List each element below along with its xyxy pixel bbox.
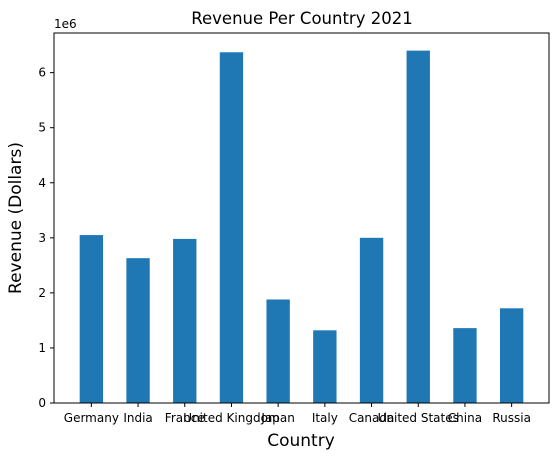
axes-group [53,32,550,404]
x-tick-label: Germany [64,411,119,425]
y-tick-label: 2 [38,286,46,300]
x-tick-label: India [123,411,152,425]
x-tick-label: Canada [349,411,395,425]
y-tick-label: 1 [38,341,46,355]
bar-canada [359,237,384,403]
chart-title: Revenue Per Country 2021 [191,9,412,28]
y-ticks-group: 0 1 2 3 4 5 6 [38,66,54,410]
x-tick-label: United Kingdom [183,411,279,425]
y-tick-label: 5 [38,121,46,135]
x-tick-label: France [165,411,205,425]
bar-italy [313,330,337,403]
x-tick-label: Japan [260,411,294,425]
x-tick-label: United States [378,411,459,425]
plot-frame [53,32,550,404]
y-axis-label: Revenue (Dollars) [6,142,26,294]
bar-france [173,238,197,403]
x-tick-label: Russia [492,411,531,425]
bar-japan [266,299,290,403]
y-axis-offset-label: 1e6 [54,17,77,31]
y-tick-label: 3 [38,231,46,245]
x-axis-label: Country [267,431,335,451]
bar-china [453,328,477,403]
bar-united-states [406,50,430,404]
bar-germany [79,235,104,403]
bar-russia [499,308,524,403]
y-tick-label: 0 [38,396,46,410]
y-tick-label: 6 [38,66,46,80]
x-tick-label: China [448,411,482,425]
bars-group [79,50,524,404]
bar-united-kingdom [219,52,244,404]
x-tick-label: Italy [312,411,338,425]
bar-india [126,258,150,403]
y-tick-label: 4 [38,176,46,190]
